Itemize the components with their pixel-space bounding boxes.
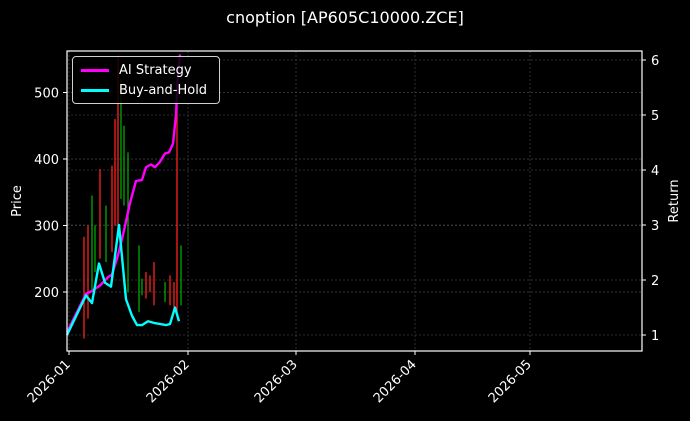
- y2-tick-label: 4: [651, 164, 659, 179]
- y-tick-label: 400: [34, 153, 59, 168]
- y-axis-label: Price: [10, 185, 25, 217]
- x-tick-label: 2026-01: [25, 357, 74, 406]
- y2-tick-label: 6: [651, 54, 659, 69]
- legend-label: AI Strategy: [119, 62, 192, 78]
- x-tick-label: 2026-05: [486, 357, 535, 406]
- legend-swatch-magenta: [81, 68, 109, 72]
- x-tick-label: 2026-04: [371, 357, 420, 406]
- series-line: [65, 223, 181, 336]
- y2-tick-label: 2: [651, 274, 659, 289]
- y2-axis-label: Return: [667, 179, 682, 222]
- legend: AI Strategy Buy-and-Hold: [72, 56, 220, 104]
- plot-frame: [66, 50, 643, 352]
- x-tick-label: 2026-03: [252, 357, 301, 406]
- x-axis: 2026-01 2026-02 2026-03 2026-04 2026-05: [25, 351, 535, 406]
- series-lines: [65, 54, 182, 336]
- legend-item-ai-strategy: AI Strategy: [81, 61, 192, 79]
- y-tick-label: 200: [34, 286, 59, 301]
- y2-tick-label: 3: [651, 219, 659, 234]
- y-tick-label: 300: [34, 220, 59, 235]
- grid-lines: [67, 51, 642, 351]
- x-tick-label: 2026-02: [144, 357, 193, 406]
- legend-item-buy-and-hold: Buy-and-Hold: [81, 81, 207, 99]
- series-line: [65, 54, 182, 333]
- right-axis: 6 5 4 3 2 1: [642, 54, 659, 344]
- chart-title: cnoption [AP605C10000.ZCE]: [226, 8, 464, 27]
- left-axis: 500 400 300 200: [34, 87, 67, 301]
- legend-swatch-cyan: [81, 88, 109, 92]
- y2-tick-label: 1: [651, 329, 659, 344]
- candlesticks: [83, 55, 182, 339]
- y2-tick-label: 5: [651, 109, 659, 124]
- y-tick-label: 500: [34, 87, 59, 102]
- legend-label: Buy-and-Hold: [119, 82, 208, 98]
